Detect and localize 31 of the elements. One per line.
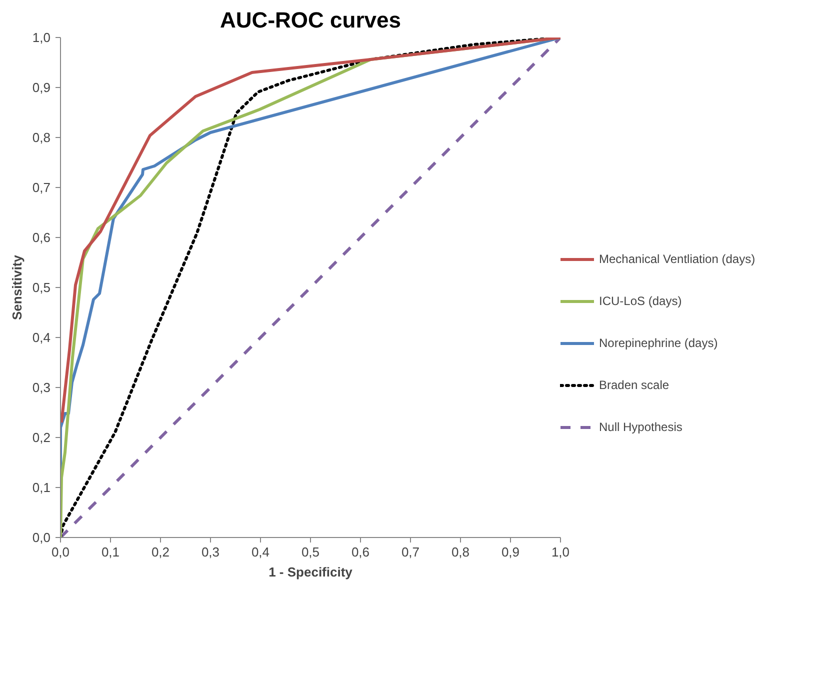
y-tick-label: 0,3 xyxy=(32,380,51,395)
y-tick-label: 0,8 xyxy=(32,130,51,145)
legend-label: Null Hypothesis xyxy=(599,420,682,434)
y-tick-label: 0,7 xyxy=(32,180,51,195)
x-tick-label: 0,9 xyxy=(501,544,520,560)
legend-label: ICU-LoS (days) xyxy=(599,294,682,308)
x-tick-label: 0,2 xyxy=(151,544,170,560)
x-tick-label: 0,6 xyxy=(351,544,370,560)
x-tick-label: 1,0 xyxy=(551,544,570,560)
y-tick-label: 0,5 xyxy=(32,280,51,295)
x-axis-title: 1 - Specificity xyxy=(268,564,354,580)
y-tick-label: 0,0 xyxy=(32,530,51,545)
y-tick-label: 1,0 xyxy=(32,30,51,45)
y-tick-label: 0,4 xyxy=(32,330,51,345)
x-tick-label: 0,1 xyxy=(101,544,120,560)
line-series xyxy=(60,38,560,424)
x-tick-label: 0,8 xyxy=(451,544,470,560)
chart-title: AUC-ROC curves xyxy=(220,8,401,32)
y-axis-title: Sensitivity xyxy=(9,254,24,320)
y-tick-label: 0,1 xyxy=(32,480,51,495)
legend-label: Mechanical Ventliation (days) xyxy=(599,252,756,266)
y-tick-label: 0,6 xyxy=(32,230,51,245)
x-tick-label: 0,4 xyxy=(251,544,270,560)
legend-label: Norepinephrine (days) xyxy=(599,336,718,350)
x-tick-label: 0,3 xyxy=(201,544,220,560)
x-tick-label: 0,5 xyxy=(301,544,320,560)
y-tick-label: 0,9 xyxy=(32,80,51,95)
legend-label: Braden scale xyxy=(599,378,670,392)
x-tick-label: 0,7 xyxy=(401,544,420,560)
x-tick-label: 0,0 xyxy=(51,544,70,560)
y-tick-label: 0,2 xyxy=(32,430,51,445)
